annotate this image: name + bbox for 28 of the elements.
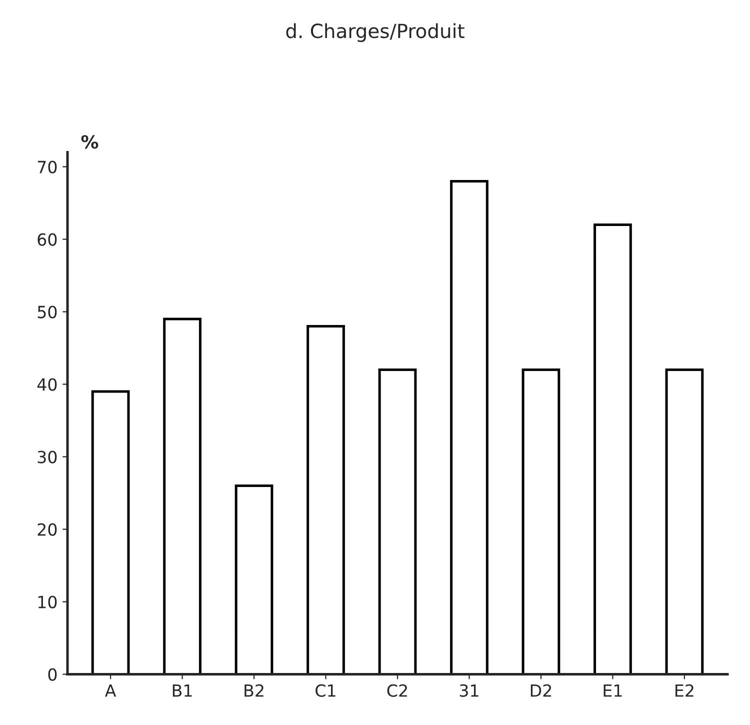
- y-axis-title: %: [81, 135, 98, 149]
- bar: [450, 180, 488, 674]
- bar: [163, 318, 202, 674]
- y-tick-label: 60: [38, 233, 57, 246]
- bar: [378, 368, 417, 674]
- x-tick-label: E1: [604, 684, 622, 697]
- bar: [234, 484, 274, 674]
- y-tick-label: 20: [38, 523, 57, 536]
- x-tick-label: B1: [172, 684, 192, 697]
- bar: [665, 368, 704, 674]
- chart-title: d. Charges/Produit: [286, 23, 464, 42]
- y-tick-label: 70: [38, 160, 57, 174]
- y-tick-label: 10: [38, 596, 57, 608]
- x-tick-label: E2: [676, 684, 694, 697]
- y-tick-label: 50: [38, 306, 57, 318]
- x-tick-label: B2: [244, 684, 264, 697]
- y-tick-label: 30: [38, 450, 57, 464]
- y-tick-label: 40: [37, 378, 57, 391]
- bar: [594, 224, 632, 674]
- y-tick-label: 0: [48, 668, 57, 681]
- x-tick-label: D2: [530, 684, 552, 697]
- x-tick-label: C1: [316, 684, 336, 697]
- bar: [522, 368, 560, 674]
- bar: [91, 390, 130, 674]
- x-tick-label: A: [104, 684, 116, 697]
- x-tick-label: C2: [387, 684, 407, 697]
- x-tick-label: 31: [460, 684, 478, 697]
- bar: [306, 325, 345, 674]
